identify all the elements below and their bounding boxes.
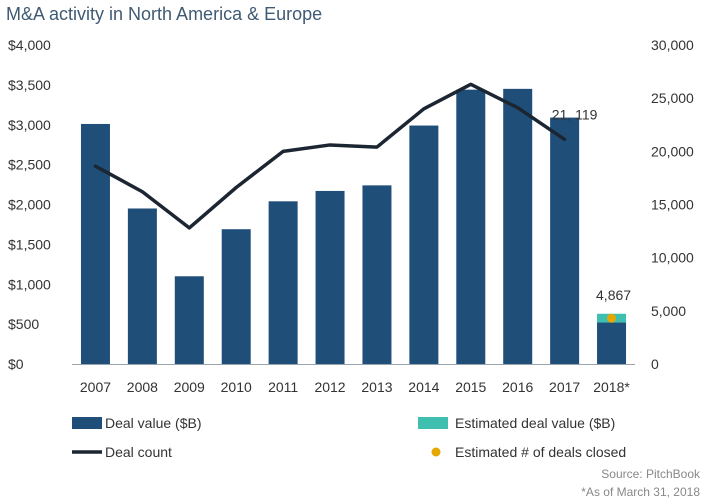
x-tick-label: 2015: [455, 379, 486, 395]
right-tick-label: 0: [651, 356, 659, 372]
x-tick-label: 2012: [314, 379, 345, 395]
legend: Deal value ($B) Estimated deal value ($B)…: [72, 415, 626, 460]
chart-title: M&A activity in North America & Europe: [6, 4, 323, 24]
right-tick-label: 25,000: [651, 90, 694, 106]
legend-swatch: [72, 417, 102, 429]
footnote: Source: PitchBook *As of March 31, 2018: [581, 467, 701, 499]
legend-label: Deal value ($B): [105, 415, 202, 431]
left-tick-label: $3,000: [8, 117, 51, 133]
left-tick-label: $1,000: [8, 276, 51, 292]
annotations: 21, 119 4,867: [552, 106, 631, 303]
deal-value-bar: [597, 322, 627, 364]
asof-note: *As of March 31, 2018: [581, 485, 700, 499]
left-tick-label: $500: [8, 316, 39, 332]
legend-label: Deal count: [105, 444, 172, 460]
left-tick-label: $2,000: [8, 197, 51, 213]
line-series: [93, 82, 567, 230]
bar-series: [80, 88, 627, 365]
legend-item: Deal count: [72, 444, 172, 460]
source-note: Source: PitchBook: [601, 467, 701, 481]
x-tick-label: 2007: [80, 379, 111, 395]
x-tick-label: 2016: [502, 379, 533, 395]
right-tick-label: 5,000: [651, 303, 686, 319]
x-tick-label: 2017: [549, 379, 580, 395]
left-tick-label: $2,500: [8, 157, 51, 173]
legend-item: Estimated # of deals closed: [431, 444, 626, 460]
deal-value-bar: [80, 123, 110, 364]
deal-value-bar: [221, 229, 251, 364]
legend-label: Estimated deal value ($B): [455, 415, 615, 431]
left-tick-label: $0: [8, 356, 24, 372]
deal-value-bar: [550, 117, 580, 364]
deal-value-bar: [409, 125, 439, 364]
x-tick-label: 2008: [127, 379, 158, 395]
annotation-label: 4,867: [596, 287, 631, 303]
x-axis: 2007 2008 2009 2010 2011 2012 2013 2014 2015 2016…: [72, 364, 635, 395]
x-tick-label: 2011: [268, 379, 298, 395]
x-tick-label: 2009: [174, 379, 205, 395]
legend-item: Deal value ($B): [72, 415, 202, 431]
legend-swatch: [418, 417, 448, 429]
x-tick-label: 2010: [221, 379, 252, 395]
legend-dot: [431, 447, 441, 457]
estimated-deals-point: [607, 313, 617, 323]
x-tick-label: 2014: [408, 379, 439, 395]
deal-value-bar: [174, 276, 204, 364]
legend-item: Estimated deal value ($B): [418, 415, 615, 431]
deal-value-bar: [503, 88, 533, 365]
right-axis: 0 5,000 10,000 15,000 20,000 25,000 30,000: [651, 37, 694, 372]
annotation-label: 21, 119: [552, 106, 598, 122]
deal-value-bar: [315, 190, 345, 364]
left-tick-label: $4,000: [8, 37, 51, 53]
left-tick-label: $3,500: [8, 77, 51, 93]
right-tick-label: 15,000: [651, 197, 694, 213]
deal-value-bar: [127, 208, 157, 364]
x-tick-label: 2013: [361, 379, 392, 395]
x-tick-label: 2018*: [593, 379, 630, 395]
deal-value-bar: [268, 201, 298, 364]
left-axis: $0 $500 $1,000 $1,500 $2,000 $2,500 $3,000 $3,5…: [8, 37, 51, 372]
right-tick-label: 20,000: [651, 143, 694, 159]
deal-count-line: [93, 82, 567, 230]
right-tick-label: 30,000: [651, 37, 694, 53]
point-series: [607, 313, 617, 323]
legend-label: Estimated # of deals closed: [455, 444, 626, 460]
deal-value-bar: [362, 185, 392, 364]
right-tick-label: 10,000: [651, 250, 694, 266]
left-tick-label: $1,500: [8, 236, 51, 252]
deal-value-bar: [456, 89, 486, 364]
